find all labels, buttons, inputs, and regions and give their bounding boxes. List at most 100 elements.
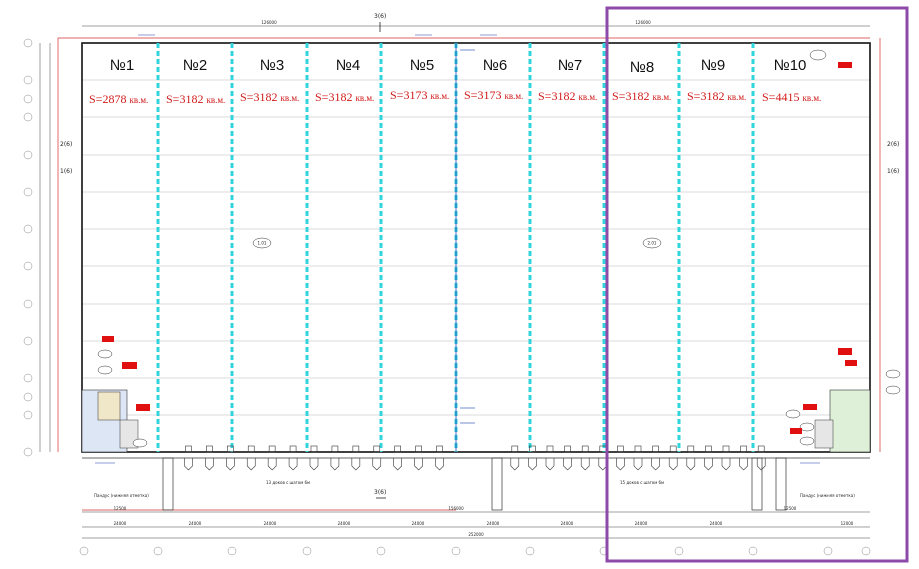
zone-area-8: S=3182 кв.м. — [612, 89, 671, 103]
zone-area-1: S=2878 кв.м. — [89, 92, 148, 106]
zone-number-9: №9 — [701, 57, 725, 74]
dock-gate — [581, 445, 589, 453]
dock-door — [721, 458, 731, 471]
zone-number-7: №7 — [558, 57, 582, 74]
dock-gate — [740, 445, 747, 453]
zone-number-4: №4 — [336, 57, 360, 74]
dock-gate — [310, 445, 318, 453]
zone-number-6: №6 — [483, 57, 507, 74]
dock-gate — [331, 445, 339, 453]
dock-gate — [529, 445, 536, 453]
svg-text:1(6): 1(6) — [60, 168, 72, 175]
grid-axis-markers-left — [23, 38, 33, 457]
dock-gate — [511, 445, 519, 453]
svg-text:126000: 126000 — [261, 20, 277, 25]
ramp-note-right: Пандус (нижняя отметка) — [800, 493, 855, 498]
dock-gate — [687, 445, 695, 453]
dock-door — [739, 458, 748, 471]
svg-text:2(6): 2(6) — [60, 141, 72, 148]
docks-right — [510, 445, 766, 471]
dock-gate — [247, 445, 255, 453]
dock-gate — [757, 445, 765, 453]
dock-gate — [546, 445, 554, 453]
dock-gate — [652, 445, 659, 453]
dock-door — [704, 458, 713, 471]
dock-gate — [669, 445, 677, 453]
dock-gate — [705, 445, 712, 453]
zone-dividers — [156, 43, 755, 452]
dock-door — [580, 458, 590, 471]
svg-text:156000: 156000 — [448, 506, 464, 511]
dock-door — [267, 458, 277, 471]
dock-door — [756, 458, 766, 471]
dock-gate — [373, 445, 381, 453]
dock-gate — [722, 445, 730, 453]
dock-door — [330, 458, 340, 471]
svg-text:252000: 252000 — [468, 532, 484, 537]
svg-text:1.01: 1.01 — [258, 241, 267, 246]
dock-gate — [206, 445, 213, 453]
dock-door — [184, 458, 193, 471]
dock-door — [633, 458, 643, 471]
dock-door — [528, 458, 537, 471]
dock-door — [351, 458, 361, 471]
dock-door — [393, 458, 402, 471]
dock-gate — [415, 445, 422, 453]
dock-door — [372, 458, 382, 471]
building-outline — [81, 42, 871, 453]
svg-text:2.01: 2.01 — [648, 241, 657, 246]
zone-number-10: №10 — [774, 57, 807, 74]
small-room-markers — [97, 49, 901, 448]
dock-gate — [564, 445, 571, 453]
zone-number-5: №5 — [410, 57, 434, 74]
dock-door — [651, 458, 660, 471]
dock-gate — [185, 445, 192, 453]
svg-text:126000: 126000 — [635, 20, 651, 25]
blue-tag-markers — [95, 34, 820, 464]
zone-number-3: №3 — [260, 57, 284, 74]
red-markers — [102, 62, 857, 434]
svg-text:24000: 24000 — [189, 521, 202, 526]
svg-text:24000: 24000 — [412, 521, 425, 526]
zone-number-2: №2 — [183, 57, 207, 74]
dock-door — [205, 458, 214, 471]
dock-gate — [227, 445, 234, 453]
svg-text:24000: 24000 — [114, 521, 127, 526]
zone-labels: №1 №2 №3 №4 №5 №6 №7 №8 №9 №10 S=2878 кв… — [89, 57, 821, 106]
dock-gate — [352, 445, 360, 453]
zone-number-8: №8 — [630, 59, 654, 76]
ramp-note-left: Пандус (нижняя отметка) — [94, 493, 149, 498]
highlight-frame — [605, 6, 909, 563]
zone-area-4: S=3182 кв.м. — [315, 90, 374, 104]
dock-gate — [617, 445, 624, 453]
dock-door — [288, 458, 298, 471]
dock-gate — [436, 445, 443, 453]
zone-area-2: S=3182 кв.м. — [166, 92, 225, 106]
dock-door — [435, 458, 444, 471]
svg-text:12500: 12500 — [114, 506, 127, 511]
svg-text:12500: 12500 — [784, 506, 797, 511]
red-dimension-outline — [57, 37, 881, 511]
svg-text:24000: 24000 — [710, 521, 723, 526]
svg-text:24000: 24000 — [264, 521, 277, 526]
dock-door — [246, 458, 256, 471]
svg-text:24000: 24000 — [561, 521, 574, 526]
dock-door — [414, 458, 423, 471]
svg-text:3(6): 3(6) — [374, 13, 386, 20]
zone-area-3: S=3182 кв.м. — [240, 90, 299, 104]
dock-door — [545, 458, 555, 471]
zone-area-10: S=4415 кв.м. — [762, 90, 821, 104]
dock-door — [563, 458, 572, 471]
dimension-lines — [39, 25, 870, 539]
svg-text:1(6): 1(6) — [887, 168, 899, 175]
dock-note-left: 13 доков с шагом 6м — [266, 480, 310, 485]
dock-door — [510, 458, 520, 471]
svg-text:12000: 12000 — [841, 521, 854, 526]
svg-text:3(6): 3(6) — [374, 489, 386, 496]
section-marks: 3(6) 3(6) 2(6) 1(6) 2(6) 1(6) — [60, 13, 899, 499]
dock-door — [309, 458, 319, 471]
dock-gate — [289, 445, 297, 453]
room-marker-right — [642, 237, 662, 249]
dimension-labels-bottom: 24000 24000 24000 24000 24000 24000 2400… — [114, 20, 854, 537]
